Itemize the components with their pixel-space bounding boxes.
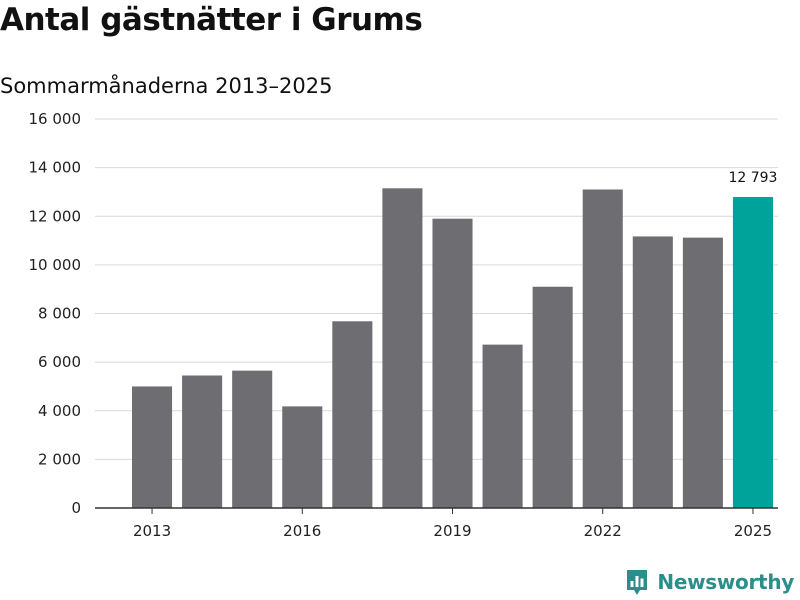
bar-value-label: 12 793 <box>728 170 777 186</box>
brand-name: Newsworthy <box>657 570 794 594</box>
y-tick-label: 4 000 <box>38 402 81 420</box>
bar <box>582 189 623 508</box>
bar <box>132 386 173 508</box>
newsworthy-logo: Newsworthy <box>625 568 794 596</box>
y-tick-label: 12 000 <box>29 207 82 225</box>
y-tick-label: 14 000 <box>29 159 82 177</box>
bar <box>282 406 323 508</box>
bar <box>332 321 373 508</box>
bar <box>182 375 223 508</box>
y-tick-label: 0 <box>71 499 81 517</box>
y-tick-label: 6 000 <box>38 353 81 371</box>
x-tick-label: 2019 <box>433 522 471 540</box>
bar <box>532 286 573 508</box>
x-tick-label: 2022 <box>584 522 622 540</box>
y-tick-label: 10 000 <box>29 256 82 274</box>
bar <box>432 218 473 508</box>
chart-subtitle: Sommarmånaderna 2013–2025 <box>0 74 333 98</box>
x-tick-label: 2025 <box>734 522 772 540</box>
y-tick-label: 16 000 <box>29 110 82 128</box>
bar <box>482 344 523 508</box>
y-tick-label: 2 000 <box>38 450 81 468</box>
highlight-bar <box>732 196 773 508</box>
chart-title: Antal gästnätter i Grums <box>0 2 423 38</box>
x-tick-label: 2016 <box>283 522 321 540</box>
newsworthy-logo-icon <box>627 570 648 595</box>
x-tick-label: 2013 <box>133 522 171 540</box>
bar <box>682 237 723 508</box>
bar <box>382 188 423 508</box>
bar <box>632 236 673 508</box>
bar <box>232 370 273 508</box>
y-tick-label: 8 000 <box>38 305 81 323</box>
